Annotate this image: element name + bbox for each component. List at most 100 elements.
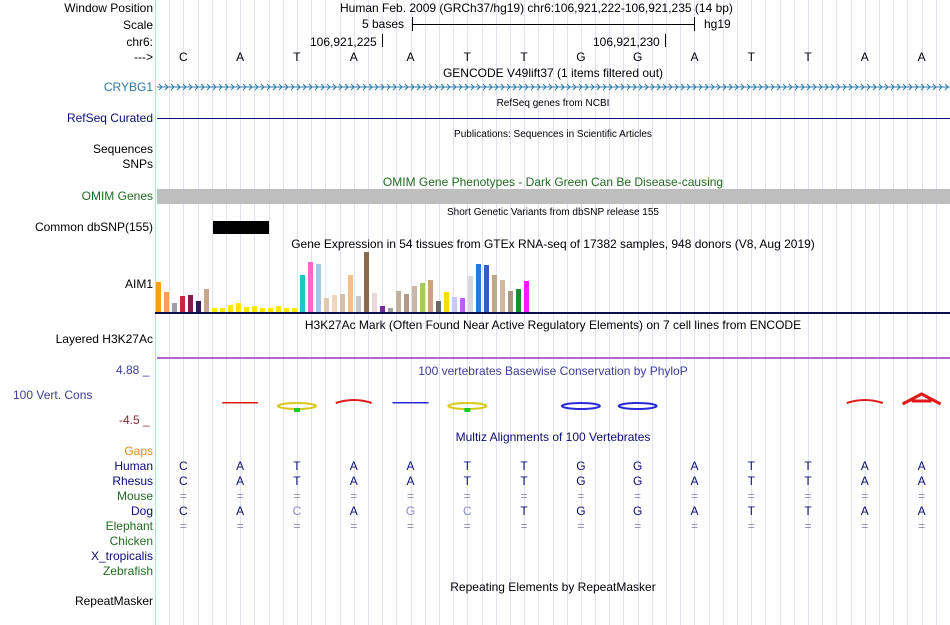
coord-left: 106,921,225	[310, 35, 377, 49]
gencode-strand-chevron	[308, 83, 313, 91]
gencode-strand-chevron	[290, 83, 295, 91]
h3k27ac-track-title[interactable]: H3K27Ac Mark (Often Found Near Active Re…	[304, 318, 802, 332]
species-label[interactable]: Dog	[130, 504, 153, 518]
gencode-strand-chevron	[818, 83, 823, 91]
gtex-gene-label[interactable]: AIM1	[124, 277, 153, 291]
gtex-track-title[interactable]: Gene Expression in 54 tissues from GTEx …	[291, 237, 815, 251]
gtex-tissue-bar	[516, 289, 521, 312]
aligned-base: =	[690, 519, 698, 533]
gtex-expression-chart[interactable]	[155, 250, 950, 316]
phylop-label[interactable]: 100 Vert. Cons	[13, 388, 93, 402]
species-label[interactable]: Chicken	[109, 534, 153, 548]
aligned-base: =	[293, 519, 301, 533]
species-label[interactable]: X_tropicalis	[90, 549, 153, 563]
publications-label-snps[interactable]: SNPs	[122, 157, 153, 171]
gencode-strand-chevron	[410, 83, 415, 91]
aligned-base: T	[804, 474, 812, 488]
species-label[interactable]: Elephant	[105, 519, 153, 533]
publications-label-sequences[interactable]: Sequences	[92, 142, 153, 156]
gtex-tissue-bar	[468, 276, 473, 312]
gencode-gene-model[interactable]	[157, 81, 950, 93]
reference-base: G	[633, 50, 643, 64]
aligned-base: T	[293, 474, 301, 488]
aligned-base: A	[349, 474, 358, 488]
aligned-base: G	[633, 474, 643, 488]
scale-text: 5 bases	[362, 17, 405, 31]
gtex-tissue-bar	[156, 282, 161, 312]
gencode-strand-chevron	[776, 83, 781, 91]
aligned-base: G	[405, 504, 416, 518]
gtex-tissue-bar	[524, 281, 529, 312]
gencode-strand-chevron	[680, 83, 685, 91]
h3k27ac-label[interactable]: Layered H3K27Ac	[55, 332, 153, 346]
publications-track-title[interactable]: Publications: Sequences in Scientific Ar…	[454, 129, 652, 140]
dbsnp-track-title[interactable]: Short Genetic Variants from dbSNP releas…	[447, 207, 659, 218]
refseq-gene-line[interactable]	[157, 118, 950, 119]
species-label[interactable]: Human	[114, 459, 153, 473]
aligned-base: =	[236, 519, 244, 533]
multiz-gaps-label[interactable]: Gaps	[124, 444, 153, 458]
omim-label[interactable]: OMIM Genes	[81, 189, 153, 203]
aligned-base: A	[690, 504, 699, 518]
aligned-base: A	[860, 459, 869, 473]
aligned-base: =	[634, 519, 642, 533]
gencode-strand-chevron	[710, 83, 715, 91]
dbsnp-variant-block[interactable]	[213, 221, 269, 234]
reference-base: A	[917, 50, 926, 64]
gencode-strand-chevron	[572, 83, 577, 91]
gencode-gene-label[interactable]: CRYBG1	[103, 80, 153, 94]
gencode-strand-chevron	[260, 83, 265, 91]
aligned-base: C	[179, 504, 188, 518]
gencode-strand-chevron	[728, 83, 733, 91]
gencode-track-title[interactable]: GENCODE V49lift37 (1 items filtered out)	[442, 66, 664, 80]
gencode-strand-chevron	[374, 83, 379, 91]
gencode-strand-chevron	[554, 83, 559, 91]
gencode-strand-chevron	[176, 83, 181, 91]
gencode-strand-chevron	[662, 83, 667, 91]
refseq-track-title[interactable]: RefSeq genes from NCBI	[496, 98, 610, 109]
window-position-label[interactable]: Window Position	[64, 1, 153, 15]
omim-gene-bar[interactable]	[157, 189, 950, 204]
assembly-title: Human Feb. 2009 (GRCh37/hg19) chr6:106,9…	[340, 1, 733, 15]
aligned-base: =	[804, 489, 812, 503]
aligned-base: A	[690, 459, 699, 473]
gencode-strand-chevron	[650, 83, 655, 91]
aligned-base: =	[350, 519, 358, 533]
refseq-label[interactable]: RefSeq Curated	[66, 111, 153, 125]
gencode-strand-chevron	[548, 83, 553, 91]
aligned-base: A	[917, 459, 926, 473]
scale-bar-tick-left	[412, 17, 413, 31]
gtex-tissue-bar	[388, 308, 393, 312]
gencode-strand-chevron	[794, 83, 799, 91]
coord-right-tick	[665, 34, 666, 47]
gencode-strand-chevron	[182, 83, 187, 91]
multiz-track-title[interactable]: Multiz Alignments of 100 Vertebrates	[455, 430, 651, 444]
aligned-base: =	[407, 489, 415, 503]
species-label[interactable]: Zebrafish	[102, 564, 153, 578]
species-label[interactable]: Mouse	[116, 489, 153, 503]
repeatmasker-track-title[interactable]: Repeating Elements by RepeatMasker	[450, 580, 656, 594]
gencode-strand-chevron	[908, 83, 913, 91]
gtex-tissue-bar	[364, 252, 369, 312]
gtex-tissue-bar	[188, 295, 193, 312]
h3k27ac-signal[interactable]	[157, 357, 950, 359]
dbsnp-label[interactable]: Common dbSNP(155)	[34, 220, 153, 234]
species-label[interactable]: Rhesus	[112, 474, 153, 488]
aligned-base: T	[747, 504, 755, 518]
repeatmasker-label[interactable]: RepeatMasker	[74, 594, 153, 608]
gtex-tissue-bar	[220, 308, 225, 312]
gencode-strand-chevron	[734, 83, 739, 91]
phylop-conservation-logo[interactable]	[155, 390, 950, 415]
gencode-strand-chevron	[746, 83, 751, 91]
gencode-strand-chevron	[380, 83, 385, 91]
gtex-tissue-bar	[276, 306, 281, 312]
strand-arrow-label[interactable]: --->	[134, 50, 153, 64]
phylop-track-title[interactable]: 100 vertebrates Basewise Conservation by…	[418, 364, 688, 378]
omim-track-title[interactable]: OMIM Gene Phenotypes - Dark Green Can Be…	[382, 175, 724, 189]
gtex-tissue-bar	[372, 293, 377, 312]
aligned-base: =	[804, 519, 812, 533]
gencode-strand-chevron	[440, 83, 445, 91]
gencode-strand-chevron	[626, 83, 631, 91]
gtex-tissue-bar	[332, 295, 337, 312]
